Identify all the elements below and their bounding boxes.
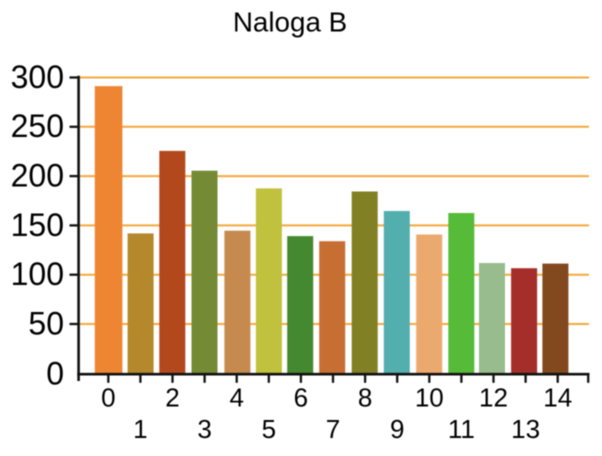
svg-text:200: 200	[11, 158, 64, 194]
svg-text:9: 9	[390, 414, 404, 444]
svg-text:10: 10	[415, 383, 444, 413]
svg-text:50: 50	[28, 305, 64, 341]
svg-text:13: 13	[511, 414, 540, 444]
svg-text:5: 5	[262, 414, 276, 444]
svg-text:1: 1	[133, 414, 147, 444]
svg-text:14: 14	[543, 383, 572, 413]
svg-text:0: 0	[46, 356, 64, 392]
svg-text:250: 250	[11, 108, 64, 144]
svg-text:7: 7	[326, 414, 340, 444]
svg-text:Naloga B: Naloga B	[233, 6, 347, 37]
svg-text:12: 12	[479, 383, 508, 413]
svg-text:100: 100	[11, 256, 64, 292]
svg-text:6: 6	[294, 383, 308, 413]
svg-text:300: 300	[11, 59, 64, 95]
svg-text:3: 3	[197, 414, 211, 444]
svg-text:0: 0	[101, 383, 115, 413]
svg-text:2: 2	[165, 383, 179, 413]
svg-text:11: 11	[448, 414, 475, 444]
svg-text:8: 8	[358, 383, 372, 413]
svg-text:150: 150	[11, 207, 64, 243]
svg-text:4: 4	[229, 383, 243, 413]
